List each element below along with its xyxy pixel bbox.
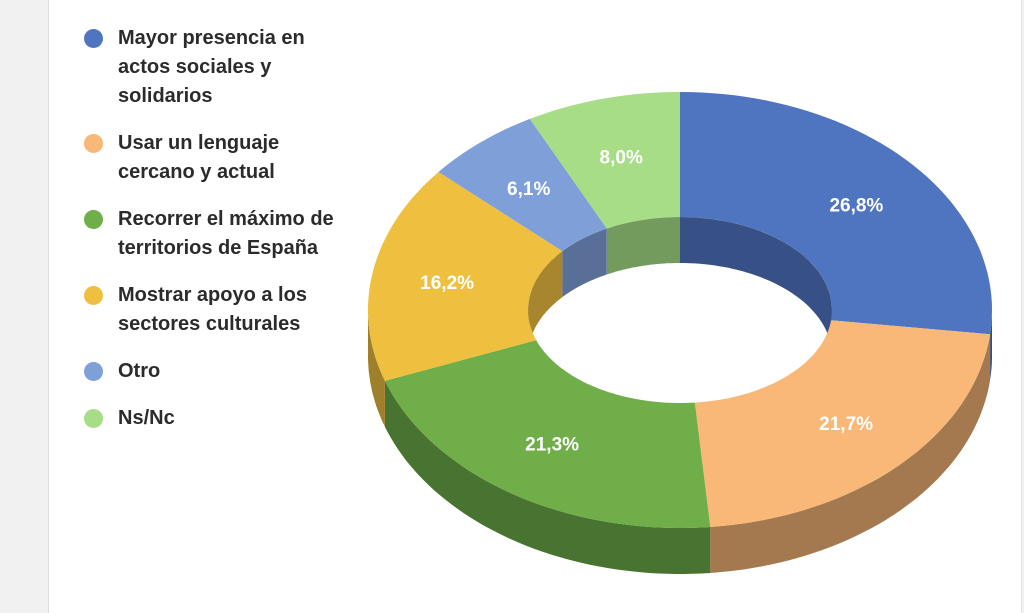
donut-slice: [438, 118, 607, 252]
slice-value-labels: 26,8% 21,7% 21,3% 16,2% 6,1% 8,0%: [420, 147, 883, 455]
donut-outer-wall: [710, 334, 991, 573]
legend-swatch: [84, 409, 103, 428]
legend-label-line: cercano y actual: [118, 161, 275, 183]
legend-swatch: [84, 134, 103, 153]
legend-label-line: Mostrar apoyo a los: [118, 284, 307, 306]
legend-item: Mostrar apoyo a los sectores culturales: [84, 281, 344, 339]
donut-slice: [368, 172, 563, 381]
legend-label-line: Recorrer el máximo de: [118, 208, 334, 230]
legend-swatch: [84, 286, 103, 305]
donut-inner-wall: [562, 228, 607, 298]
donut-slice: [680, 92, 992, 335]
slice-value-label: 8,0%: [600, 147, 643, 168]
legend-label-line: sectores culturales: [118, 313, 301, 335]
legend-label-line: Ns/Nc: [118, 407, 175, 429]
donut-inner-wall: [680, 217, 832, 356]
legend-item: Ns/Nc: [84, 404, 344, 433]
donut-slice: [384, 340, 711, 528]
slice-value-label: 21,7%: [819, 414, 873, 435]
legend-label-line: Otro: [118, 360, 161, 382]
legend-swatch: [84, 29, 103, 48]
chart-legend: Mayor presencia en actos sociales y solida…: [84, 24, 344, 451]
slice-value-label: 26,8%: [829, 195, 883, 216]
legend-item: Recorrer el máximo de territorios de Espa…: [84, 205, 344, 263]
legend-label-line: solidarios: [118, 85, 213, 107]
legend-label-line: territorios de España: [118, 237, 319, 259]
legend-label-line: Mayor presencia en: [118, 27, 305, 49]
legend-label-line: Usar un lenguaje: [118, 132, 280, 154]
donut-outer-wall: [384, 380, 711, 574]
legend-item: Usar un lenguaje cercano y actual: [84, 129, 344, 187]
legend-item: Mayor presencia en actos sociales y solida…: [84, 24, 344, 111]
donut-inner-wall: [528, 251, 563, 356]
legend-label-line: actos sociales y: [118, 56, 272, 78]
donut-outer-wall: [368, 310, 385, 427]
donut-outer-wall: [990, 310, 992, 381]
donut-slice: [694, 320, 991, 527]
donut-hole-walls: [528, 217, 832, 403]
donut-inner-wall: [606, 217, 680, 275]
donut-top-layer: [368, 92, 992, 528]
donut-slice: [529, 92, 680, 229]
slice-value-label: 21,3%: [525, 434, 579, 455]
legend-swatch: [84, 362, 103, 381]
slice-value-label: 6,1%: [507, 179, 550, 200]
legend-item: Otro: [84, 357, 344, 386]
slice-value-label: 16,2%: [420, 273, 474, 294]
legend-swatch: [84, 210, 103, 229]
